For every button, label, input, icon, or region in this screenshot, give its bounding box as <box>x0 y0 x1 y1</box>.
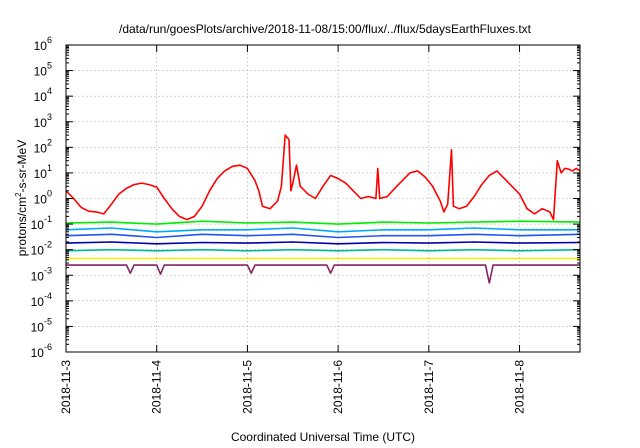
y-tick-label: 100 <box>34 189 52 207</box>
chart-title: /data/run/goesPlots/archive/2018-11-08/1… <box>119 22 532 36</box>
y-tick-label: 10-6 <box>31 342 52 360</box>
y-tick-exponent: 6 <box>47 35 52 45</box>
y-tick-exponent: -4 <box>44 291 52 301</box>
y-axis-ticks: 10-610-510-410-310-210-11001011021031041… <box>31 35 580 360</box>
y-tick-exponent: 0 <box>47 189 52 199</box>
y-tick-exponent: 3 <box>47 112 52 122</box>
x-tick-label: 2018-11-8 <box>513 360 527 414</box>
series-line-5 <box>65 241 581 245</box>
series-line-3 <box>65 227 580 233</box>
y-tick-label: 103 <box>34 112 52 130</box>
y-axis-label-units: -s-sr-MeV <box>15 140 29 193</box>
y-tick-label: 104 <box>34 86 52 104</box>
y-tick-exponent: -6 <box>44 342 52 352</box>
y-axis-label-main: protons/cm <box>15 197 29 256</box>
y-tick-label: 10-5 <box>31 316 52 334</box>
y-tick-label: 102 <box>34 137 52 155</box>
y-tick-exponent: -2 <box>44 240 52 250</box>
y-tick-label: 106 <box>34 35 52 53</box>
x-axis-label: Coordinated Universal Time (UTC) <box>231 430 415 444</box>
series-line-8 <box>66 264 580 284</box>
x-tick-label: 2018-11-6 <box>331 360 345 414</box>
grid <box>65 45 580 352</box>
y-axis-label-superscript: 2 <box>14 192 23 197</box>
y-tick-exponent: 5 <box>47 61 52 71</box>
y-tick-label: 10-1 <box>31 214 52 232</box>
y-tick-label: 10-2 <box>31 240 52 258</box>
x-tick-label: 2018-11-5 <box>240 360 254 414</box>
y-tick-exponent: 2 <box>47 137 52 147</box>
series-line-4 <box>65 233 581 239</box>
x-tick-label: 2018-11-4 <box>150 360 164 414</box>
data-series <box>65 134 581 284</box>
y-tick-exponent: -5 <box>44 316 52 326</box>
series-line-6 <box>65 248 581 252</box>
y-tick-exponent: -3 <box>44 265 52 275</box>
y-tick-label: 105 <box>34 61 52 79</box>
x-axis-ticks: 2018-11-3 2018-11-4 2018-11-5 2018-11-6 2018… <box>59 45 527 414</box>
y-tick-exponent: 1 <box>47 163 52 173</box>
x-tick-label: 2018-11-3 <box>59 360 73 414</box>
series-line-2 <box>65 220 581 225</box>
y-tick-label: 10-3 <box>31 265 52 283</box>
x-tick-label: 2018-11-7 <box>422 360 436 414</box>
y-axis-label: protons/cm2-s-sr-MeV <box>14 140 29 256</box>
y-tick-label: 101 <box>34 163 52 181</box>
series-line-1 <box>65 134 581 221</box>
y-tick-exponent: -1 <box>44 214 52 224</box>
y-tick-exponent: 4 <box>47 86 52 96</box>
y-tick-label: 10-4 <box>31 291 52 309</box>
